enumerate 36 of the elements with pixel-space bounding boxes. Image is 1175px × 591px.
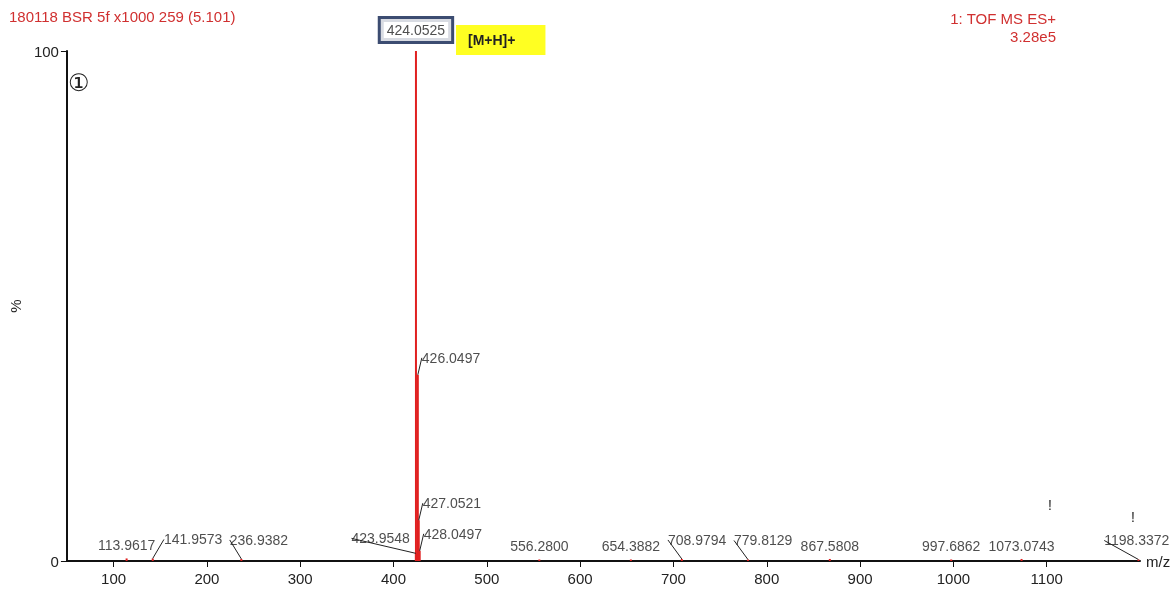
x-axis-title: m/z: [1146, 553, 1171, 570]
x-tick-label: 300: [287, 570, 313, 587]
x-tick-label: 400: [381, 570, 407, 587]
annotation: 556.2800: [510, 538, 569, 555]
annotation: 424.0525: [386, 22, 446, 38]
x-tick-label: 600: [567, 570, 593, 587]
annotation: !: [1048, 497, 1052, 513]
annotation: 1198.3372: [1104, 532, 1170, 549]
annotation: 113.9617: [97, 537, 156, 554]
annotation: 427.0521: [422, 495, 482, 512]
annotation: 867.5808: [800, 537, 860, 554]
y-tick-label: 0: [50, 552, 59, 570]
x-tick-label: 800: [754, 570, 780, 587]
annotation: 708.9794: [667, 531, 727, 548]
x-tick-label: 100: [101, 570, 127, 587]
annotation: 1073.0743: [988, 537, 1055, 554]
annotation: 141.9573: [163, 531, 223, 548]
x-tick-label: 1000: [936, 570, 971, 587]
x-tick-label: 1100: [1030, 570, 1063, 587]
annotation: 423.9548: [351, 530, 411, 547]
chart-subtitle: 1: TOF MS ES+ 3.28e5: [950, 9, 1057, 45]
annotation: 779.8129: [733, 532, 793, 549]
annotation: ①: [68, 69, 90, 97]
chart-title: 180118 BSR 5f x1000 259 (5.101): [9, 8, 236, 25]
annotation: 428.0497: [423, 525, 483, 542]
x-tick-label: 900: [847, 570, 873, 587]
x-tick-label: 200: [194, 570, 220, 587]
x-tick-label: 500: [474, 570, 500, 587]
annotation: 236.9382: [229, 531, 289, 548]
annotation: 426.0497: [421, 349, 481, 366]
annotation: 654.3882: [601, 538, 661, 555]
annotation: !: [1131, 509, 1135, 525]
text: [M+H]+: [468, 32, 516, 48]
annotation: 997.6862: [922, 538, 981, 555]
x-tick-label: 700: [660, 570, 686, 587]
y-axis-title: %: [7, 299, 24, 313]
